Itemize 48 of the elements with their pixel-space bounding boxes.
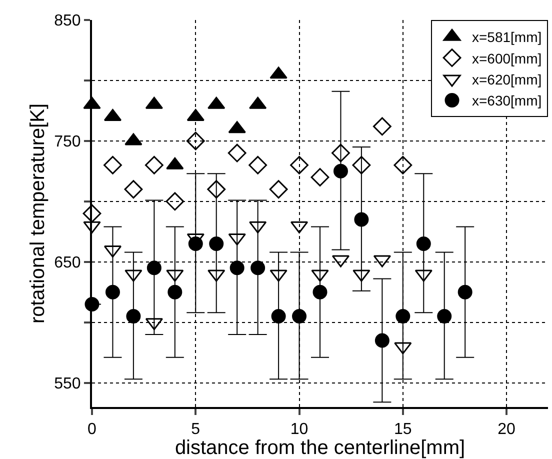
x-tick-label: 5 [191, 421, 200, 438]
point [290, 156, 308, 174]
point [250, 260, 266, 276]
point [292, 309, 307, 324]
point [146, 260, 162, 276]
point [394, 156, 412, 174]
y-axis-title: rotational temperature[K] [27, 103, 50, 324]
legend-label: x=620[mm] [472, 71, 542, 88]
point [209, 236, 224, 251]
point [396, 309, 410, 324]
point [416, 236, 431, 251]
x-tick-label: 15 [394, 421, 412, 438]
y-tick-label: 550 [54, 375, 81, 392]
x-tick-label: 20 [498, 421, 516, 438]
point [458, 284, 472, 300]
point [82, 204, 102, 223]
point [168, 284, 182, 300]
point [166, 192, 184, 211]
x-tick-label: 10 [290, 421, 308, 438]
point [372, 117, 392, 136]
y-tick-label: 650 [54, 254, 81, 272]
point [104, 156, 122, 174]
point [310, 168, 330, 186]
point [352, 156, 371, 174]
point [374, 333, 390, 348]
legend-label: x=600[mm] [472, 50, 542, 66]
point [186, 132, 205, 150]
y-tick-label: 750 [54, 134, 81, 151]
point [105, 284, 120, 300]
point [126, 309, 141, 324]
legend-label: x=630[mm] [472, 92, 542, 109]
y-tick-label: 850 [54, 12, 81, 30]
point [248, 156, 268, 174]
point [207, 180, 226, 199]
x-axis-title: distance from the centerline[mm] [174, 437, 466, 459]
point [333, 164, 348, 178]
point [228, 144, 246, 162]
point [269, 180, 288, 199]
point [144, 156, 164, 174]
point [312, 284, 328, 300]
legend-label: x=581[mm] [472, 29, 542, 46]
point [230, 260, 244, 276]
point [332, 144, 350, 162]
point [354, 212, 369, 227]
point [271, 309, 286, 324]
point [437, 309, 452, 324]
x-tick-label: 0 [88, 421, 97, 438]
point [124, 180, 143, 199]
